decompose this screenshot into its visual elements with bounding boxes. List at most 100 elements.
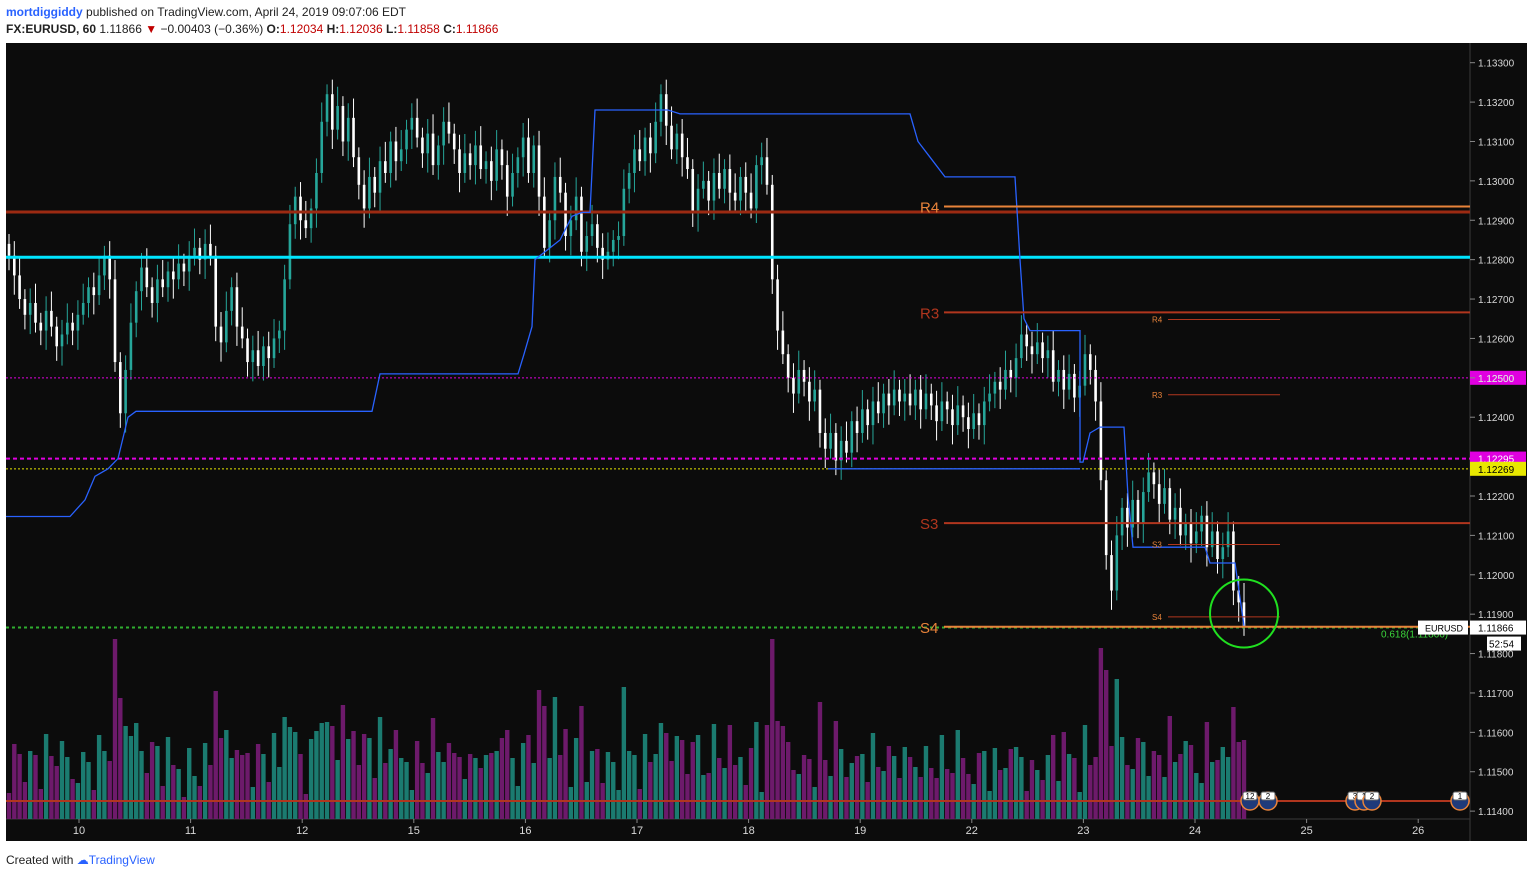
small-pivot-label-r3: R3 — [1152, 391, 1163, 400]
volume-bar — [229, 758, 234, 819]
candle-body — [1030, 346, 1034, 355]
symbol-tag-label: EURUSD — [1425, 624, 1464, 634]
volume-bar — [669, 761, 674, 819]
candle-body — [1226, 531, 1230, 548]
candle-body — [278, 330, 281, 339]
candle-body — [633, 149, 636, 173]
volume-bar — [250, 787, 256, 819]
volume-bar — [420, 763, 425, 819]
volume-bar — [648, 762, 653, 819]
candle-body — [680, 133, 684, 158]
candle-body — [81, 302, 85, 315]
volume-bar — [823, 760, 828, 819]
candle-body — [1025, 334, 1028, 347]
author-link[interactable]: mortdiggiddy — [6, 5, 83, 19]
volume-bar — [595, 749, 600, 819]
candle-body — [34, 302, 37, 323]
pivot-label-r4: R4 — [920, 199, 939, 216]
tradingview-logo-icon[interactable]: ☁ — [76, 853, 89, 867]
chart-pane[interactable] — [6, 43, 1470, 841]
volume-bar — [271, 733, 277, 819]
volume-bar — [335, 760, 340, 819]
volume-bar — [340, 705, 346, 819]
tradingview-brand-link[interactable]: TradingView — [88, 853, 155, 867]
candle-body — [209, 243, 212, 256]
candle-body — [940, 401, 944, 422]
volume-bar — [1066, 754, 1072, 819]
y-tick-label: 1.12800 — [1478, 256, 1515, 267]
candle-body — [686, 157, 689, 170]
candle-body — [781, 330, 785, 355]
volume-bar — [870, 733, 876, 819]
candle-body — [394, 141, 398, 162]
volume-bar — [409, 790, 415, 819]
volume-bar — [849, 763, 854, 819]
price-badge — [1470, 461, 1526, 476]
x-tick-label: 25 — [1300, 825, 1312, 837]
candle-body — [1131, 499, 1134, 528]
volume-bar — [664, 733, 669, 819]
candle-body — [1083, 354, 1087, 386]
candle-body — [1179, 507, 1182, 536]
y-tick-label: 1.12200 — [1478, 492, 1515, 503]
candle-body — [553, 176, 557, 221]
volume-bar — [134, 723, 139, 819]
volume-bar — [1119, 737, 1125, 819]
candle-body — [134, 291, 138, 323]
candle-body — [802, 369, 806, 382]
down-arrow-icon: ▼ — [145, 22, 158, 36]
volume-bar — [796, 774, 801, 819]
volume-bar — [1093, 757, 1098, 819]
volume-bar — [1146, 776, 1151, 819]
candle-body — [643, 137, 647, 162]
volume-bar — [102, 751, 107, 819]
candle-body — [103, 255, 106, 276]
candle-body — [1232, 531, 1235, 591]
volume-bar — [950, 773, 955, 819]
pivot-label-r3: R3 — [920, 305, 939, 322]
candle-body — [601, 247, 604, 260]
volume-bar — [324, 722, 330, 819]
candle-body — [66, 322, 69, 335]
candle-body — [988, 393, 991, 402]
price-badge-label: 1.12500 — [1478, 374, 1515, 385]
volume-bar — [605, 752, 611, 819]
candle-body — [108, 255, 112, 280]
volume-bar — [982, 751, 987, 819]
candle-body — [1210, 531, 1214, 548]
candle-body — [357, 157, 361, 185]
x-tick-label: 11 — [185, 825, 196, 837]
volume-bar — [748, 748, 754, 819]
candle-body — [776, 279, 779, 331]
volume-bar — [1103, 670, 1109, 819]
candle-body — [18, 275, 21, 300]
candle-body — [558, 176, 562, 193]
volume-bar — [1082, 725, 1088, 819]
candle-body — [691, 169, 695, 213]
candle-body — [967, 417, 970, 430]
candle-body — [304, 220, 308, 229]
candle-body — [961, 405, 965, 418]
volume-bar — [1130, 769, 1135, 819]
volume-bar — [213, 691, 218, 819]
volume-bar — [202, 743, 208, 819]
volume-bar — [28, 751, 33, 819]
candle-body — [924, 393, 928, 410]
candle-body — [951, 409, 954, 426]
volume-bar — [277, 767, 282, 819]
event-count: 2 — [1266, 792, 1271, 801]
candle-body — [378, 161, 382, 193]
candle-body — [1099, 401, 1103, 481]
candle-body — [119, 362, 122, 414]
volume-bar — [722, 768, 727, 819]
volume-bar — [425, 773, 430, 819]
candle-body — [1126, 507, 1129, 528]
volume-bar — [706, 773, 711, 819]
candle-body — [150, 287, 154, 303]
candle-body — [490, 161, 493, 181]
volume-bar — [377, 717, 383, 819]
price-axis[interactable] — [1470, 43, 1527, 841]
candle-body — [1216, 531, 1219, 560]
volume-bar — [918, 777, 923, 819]
